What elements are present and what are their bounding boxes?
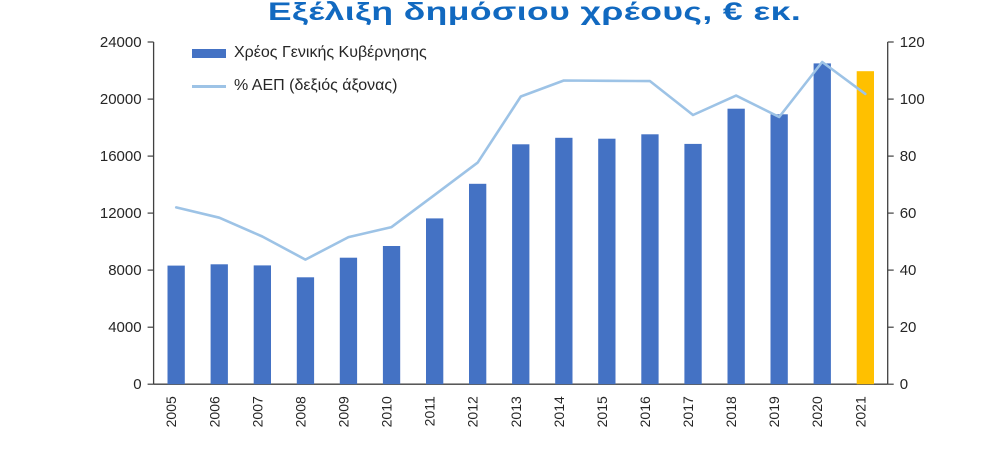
svg-text:2007: 2007 — [249, 396, 265, 427]
svg-text:2008: 2008 — [292, 396, 308, 427]
svg-text:4000: 4000 — [108, 319, 141, 336]
svg-text:2017: 2017 — [680, 396, 696, 427]
svg-text:2015: 2015 — [594, 396, 610, 427]
svg-text:2012: 2012 — [465, 396, 481, 427]
svg-text:2011: 2011 — [422, 396, 438, 426]
svg-text:2009: 2009 — [336, 396, 352, 427]
svg-text:2016: 2016 — [637, 396, 653, 427]
svg-text:2020: 2020 — [809, 396, 825, 427]
svg-text:24000: 24000 — [100, 34, 142, 51]
svg-text:0: 0 — [900, 376, 908, 393]
svg-text:40: 40 — [900, 262, 917, 279]
svg-text:8000: 8000 — [108, 262, 141, 279]
svg-text:2006: 2006 — [206, 396, 222, 427]
svg-text:2014: 2014 — [551, 396, 567, 427]
svg-text:2010: 2010 — [379, 396, 395, 427]
svg-text:100: 100 — [900, 91, 925, 108]
svg-text:2021: 2021 — [852, 396, 868, 427]
svg-text:2019: 2019 — [766, 396, 782, 427]
svg-text:16000: 16000 — [100, 148, 142, 165]
svg-text:120: 120 — [900, 34, 925, 51]
svg-text:20: 20 — [900, 319, 917, 336]
svg-text:20000: 20000 — [100, 91, 142, 108]
svg-text:0: 0 — [133, 376, 141, 393]
svg-text:2005: 2005 — [163, 396, 179, 427]
svg-text:80: 80 — [900, 148, 917, 165]
svg-text:12000: 12000 — [100, 205, 142, 222]
svg-text:2018: 2018 — [723, 396, 739, 427]
svg-text:60: 60 — [900, 205, 917, 222]
svg-text:2013: 2013 — [508, 396, 524, 427]
